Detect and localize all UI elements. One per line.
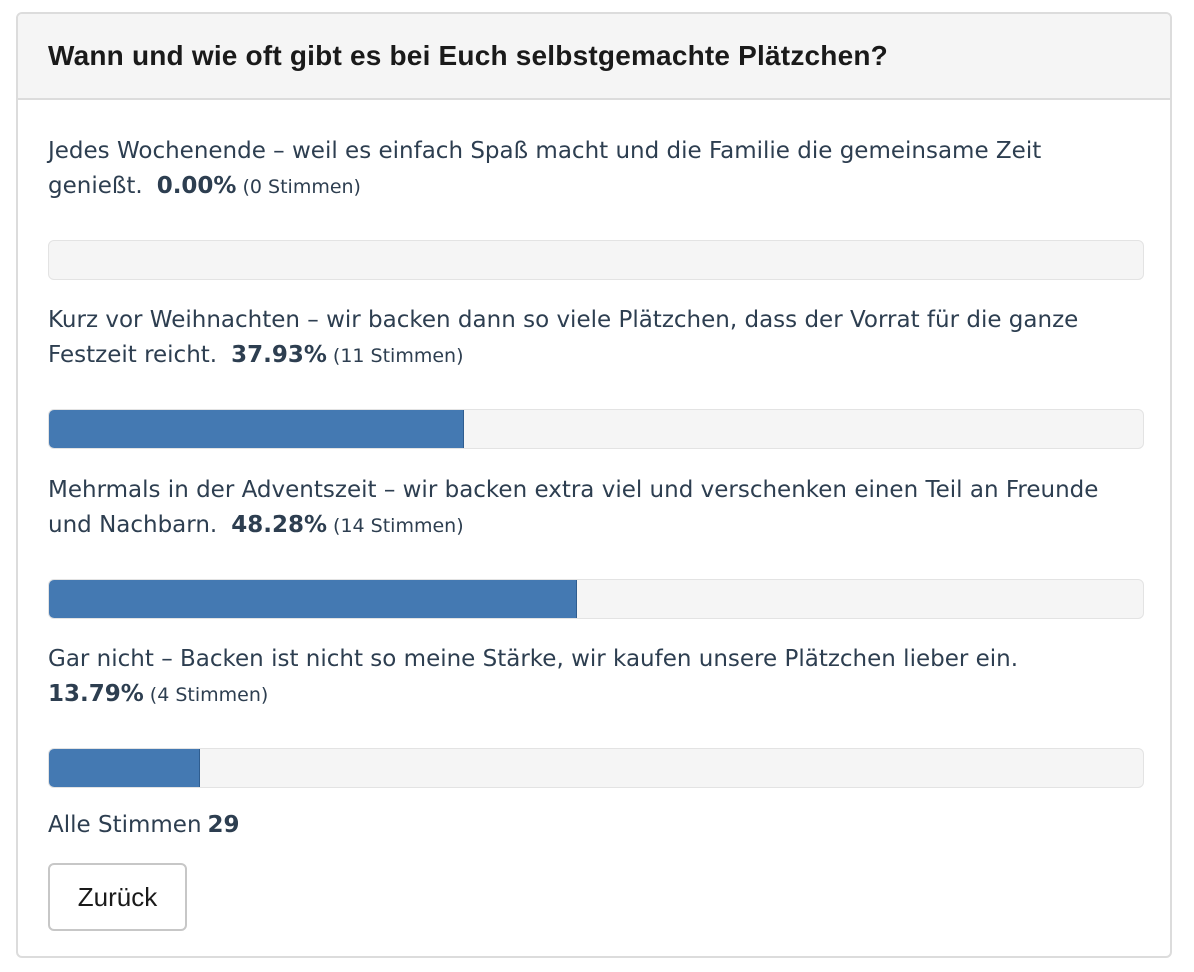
- result-bar-track: [48, 748, 1144, 788]
- option-votes: (11 Stimmen): [332, 345, 464, 367]
- option-percent: 37.93%: [231, 342, 327, 368]
- result-bar-fill: [49, 749, 200, 787]
- total-votes: Alle Stimmen 29: [48, 812, 240, 838]
- option-percent: 48.28%: [231, 512, 328, 538]
- back-button[interactable]: Zurück: [48, 863, 187, 931]
- option-percent: 0.00%: [156, 173, 237, 199]
- poll-header: Wann und wie oft gibt es bei Euch selbst…: [18, 14, 1170, 100]
- result-bar-fill: [49, 580, 578, 618]
- result-bar-track: [48, 240, 1144, 280]
- option-votes: (14 Stimmen): [333, 515, 464, 537]
- result-bar-track: [48, 579, 1144, 619]
- option-text: Jedes Wochenende – weil es einfach Spaß …: [48, 138, 1042, 199]
- option-label: Jedes Wochenende – weil es einfach Spaß …: [48, 134, 1144, 205]
- option-text: Gar nicht – Backen ist nicht so meine St…: [48, 646, 1019, 672]
- result-bar-track: [48, 409, 1144, 449]
- option-label: Kurz vor Weihnachten – wir backen dann s…: [48, 303, 1144, 374]
- option-text: Kurz vor Weihnachten – wir backen dann s…: [48, 307, 1079, 368]
- poll-option: Mehrmals in der Adventszeit – wir backen…: [48, 473, 1144, 619]
- option-votes: (0 Stimmen): [242, 176, 361, 198]
- poll-option: Kurz vor Weihnachten – wir backen dann s…: [48, 303, 1144, 449]
- poll-title: Wann und wie oft gibt es bei Euch selbst…: [48, 40, 888, 71]
- poll-option: Gar nicht – Backen ist nicht so meine St…: [48, 642, 1144, 788]
- option-label: Gar nicht – Backen ist nicht so meine St…: [48, 642, 1144, 713]
- result-bar-fill: [49, 410, 464, 448]
- poll-card: Wann und wie oft gibt es bei Euch selbst…: [16, 12, 1172, 958]
- total-votes-label: Alle Stimmen: [48, 812, 202, 838]
- poll-option: Jedes Wochenende – weil es einfach Spaß …: [48, 134, 1144, 280]
- option-percent: 13.79%: [48, 681, 144, 707]
- option-text: Mehrmals in der Adventszeit – wir backen…: [48, 477, 1099, 538]
- option-label: Mehrmals in der Adventszeit – wir backen…: [48, 473, 1144, 544]
- option-votes: (4 Stimmen): [149, 684, 269, 706]
- total-votes-count: 29: [207, 812, 240, 838]
